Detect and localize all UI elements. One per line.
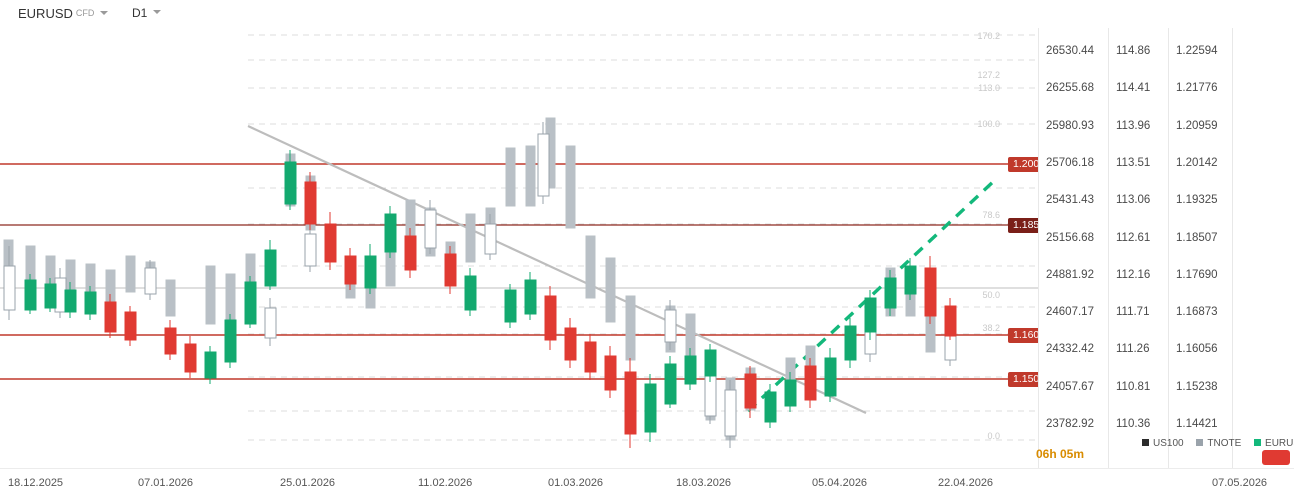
trendline-up bbox=[746, 178, 997, 413]
quote-cell: 1.19325 bbox=[1176, 194, 1218, 207]
quote-cell: 25431.43 bbox=[1046, 194, 1094, 207]
fib-labels: 170.2 127.2 113.0 100.0 78.6 50.0 38.2 0… bbox=[977, 31, 1000, 441]
quote-cell: 1.22594 bbox=[1176, 45, 1218, 57]
chart-canvas: 170.2 127.2 113.0 100.0 78.6 50.0 38.2 0… bbox=[0, 31, 1038, 448]
time-axis-tick: 11.02.2026 bbox=[418, 477, 473, 489]
time-axis-tick: 01.03.2026 bbox=[548, 477, 604, 489]
time-axis-tick: 18.03.2026 bbox=[676, 477, 732, 489]
chart-toolbar: EURUSD CFD D1 bbox=[0, 0, 1294, 28]
price-chart[interactable]: 170.2 127.2 113.0 100.0 78.6 50.0 38.2 0… bbox=[0, 28, 1038, 468]
timeframe-label: D1 bbox=[132, 6, 148, 20]
svg-text:50.0: 50.0 bbox=[982, 290, 1000, 300]
time-axis-tick: 22.04.2026 bbox=[938, 477, 994, 489]
legend-item-tnote[interactable]: TNOTE bbox=[1196, 438, 1241, 449]
price-level-tag-120000[interactable]: 1.20000 bbox=[1008, 157, 1038, 172]
svg-text:38.2: 38.2 bbox=[982, 323, 1000, 333]
quote-cell: 24332.42 bbox=[1046, 343, 1094, 356]
chevron-down-icon[interactable] bbox=[153, 10, 162, 14]
time-axis-tick: 25.01.2026 bbox=[280, 477, 336, 489]
quote-cell: 1.14421 bbox=[1176, 418, 1218, 430]
quote-cell: 1.20142 bbox=[1176, 156, 1218, 169]
sell-button[interactable] bbox=[1262, 450, 1290, 465]
quote-cell: 112.16 bbox=[1116, 268, 1151, 281]
quote-cell: 23782.92 bbox=[1046, 418, 1094, 430]
quote-cell: 112.61 bbox=[1116, 231, 1151, 244]
chevron-down-icon[interactable] bbox=[100, 11, 109, 15]
legend-swatch-tnote bbox=[1196, 439, 1204, 446]
quote-cell: 114.86 bbox=[1116, 45, 1151, 57]
legend-label-us100: US100 bbox=[1153, 438, 1184, 449]
quote-cell: 113.06 bbox=[1116, 194, 1151, 207]
quote-cell: 110.36 bbox=[1116, 418, 1151, 430]
quote-cell: 25156.68 bbox=[1046, 231, 1094, 244]
symbol-label: EURUSD bbox=[18, 6, 73, 21]
quote-cell: 26255.68 bbox=[1046, 82, 1094, 95]
svg-text:113.0: 113.0 bbox=[978, 83, 1000, 93]
time-axis-tick: 18.12.2025 bbox=[8, 477, 64, 489]
legend-swatch-eurusd bbox=[1254, 439, 1262, 446]
symbol-type-label: CFD bbox=[75, 8, 95, 18]
quote-cell: 110.81 bbox=[1116, 380, 1151, 393]
price-level-tag-118570[interactable]: 1.18570 bbox=[1008, 218, 1038, 233]
quote-cell: 1.16056 bbox=[1176, 343, 1218, 356]
quote-cell: 111.71 bbox=[1116, 306, 1150, 319]
quote-cell: 24881.92 bbox=[1046, 268, 1094, 281]
svg-text:0.0: 0.0 bbox=[987, 431, 1000, 441]
legend-item-eurusd[interactable]: EURUSD bbox=[1254, 438, 1294, 449]
quote-cell: 1.15238 bbox=[1176, 380, 1218, 393]
time-axis[interactable]: 18.12.2025 07.01.2026 25.01.2026 11.02.2026… bbox=[0, 468, 1294, 501]
price-level-tag-115000[interactable]: 1.15000 bbox=[1008, 372, 1038, 387]
legend-label-eurusd: EURUSD bbox=[1265, 438, 1294, 449]
time-axis-tick: 07.01.2026 bbox=[138, 477, 194, 489]
legend-label-tnote: TNOTE bbox=[1207, 438, 1242, 449]
legend-item-us100[interactable]: US100 bbox=[1142, 438, 1184, 449]
svg-text:170.2: 170.2 bbox=[977, 31, 1000, 41]
time-axis-tick: 07.05.2026 bbox=[1212, 477, 1268, 489]
svg-text:127.2: 127.2 bbox=[977, 70, 1000, 80]
svg-text:78.6: 78.6 bbox=[982, 210, 1000, 220]
quote-cell: 111.26 bbox=[1116, 343, 1150, 356]
time-axis-tick: 05.04.2026 bbox=[812, 477, 868, 489]
quote-cell: 25706.18 bbox=[1046, 156, 1094, 169]
eurusd-candles bbox=[3, 122, 957, 448]
price-level-tag-116000[interactable]: 1.16000 bbox=[1008, 328, 1038, 343]
quote-cell: 25980.93 bbox=[1046, 119, 1094, 132]
svg-text:100.0: 100.0 bbox=[977, 119, 1000, 129]
countdown-clock: 06h 05m bbox=[1036, 447, 1085, 461]
quote-cell: 24607.17 bbox=[1046, 306, 1094, 319]
quote-cell: 1.18507 bbox=[1176, 231, 1218, 244]
chart-legend: US100 TNOTE EURUSD bbox=[1132, 438, 1294, 449]
quote-cell: 24057.67 bbox=[1046, 380, 1094, 393]
quote-cell: 1.20959 bbox=[1176, 119, 1218, 132]
quote-cell: 113.96 bbox=[1116, 119, 1151, 132]
timeframe-selector[interactable]: D1 bbox=[132, 6, 162, 20]
quote-cell: 114.41 bbox=[1116, 82, 1151, 95]
symbol-selector[interactable]: EURUSD CFD bbox=[18, 6, 109, 21]
quote-cell: 1.16873 bbox=[1176, 306, 1218, 319]
quote-cell: 26530.44 bbox=[1046, 45, 1094, 57]
quote-cell: 1.17690 bbox=[1176, 268, 1218, 281]
quote-cell: 113.51 bbox=[1116, 156, 1151, 169]
legend-swatch-us100 bbox=[1142, 439, 1149, 446]
trendline-down bbox=[247, 125, 867, 414]
quote-cell: 1.21776 bbox=[1176, 82, 1218, 95]
price-axis-columns: 26530.44 114.86 1.22594 26255.68 114.41 1.217… bbox=[1038, 28, 1294, 468]
